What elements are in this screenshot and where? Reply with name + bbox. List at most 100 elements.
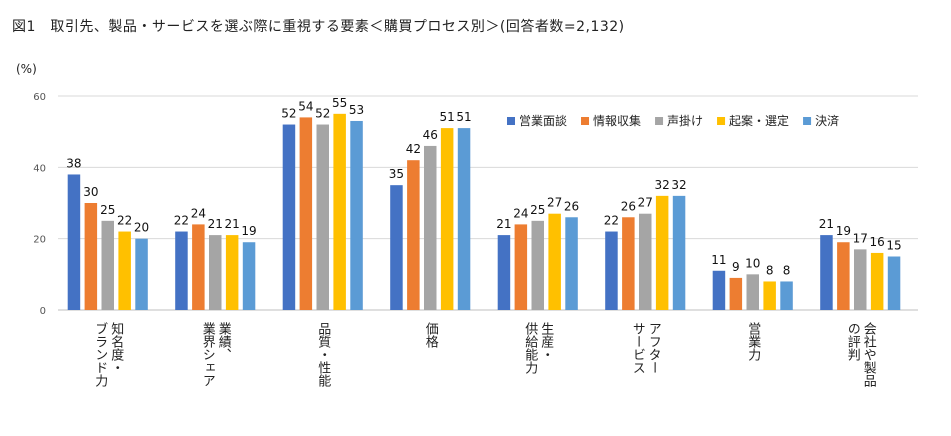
bar <box>118 231 131 310</box>
y-tick-label: 40 <box>33 163 46 174</box>
data-label: 8 <box>783 263 791 277</box>
bar <box>780 281 793 310</box>
data-label: 27 <box>638 196 653 210</box>
bar <box>746 274 759 310</box>
legend-label: 起案・選定 <box>729 113 789 128</box>
bar <box>655 195 669 310</box>
data-label: 19 <box>836 224 851 238</box>
bar <box>101 220 114 310</box>
bar <box>605 231 618 310</box>
bar <box>390 185 403 310</box>
data-label: 21 <box>819 217 834 231</box>
data-label: 17 <box>853 231 868 245</box>
data-label: 24 <box>191 206 206 220</box>
legend-swatch <box>581 117 590 125</box>
data-label: 32 <box>671 178 686 192</box>
bar <box>299 117 313 311</box>
data-label: 15 <box>886 239 901 253</box>
data-label: 32 <box>655 178 670 192</box>
data-label: 46 <box>423 128 438 142</box>
data-label: 22 <box>604 214 619 228</box>
bar <box>135 238 148 310</box>
data-label: 16 <box>870 235 885 249</box>
legend-swatch <box>655 117 664 125</box>
data-label: 20 <box>134 221 149 235</box>
bar <box>242 242 256 310</box>
category-label: 営業力 <box>745 322 761 362</box>
bar <box>565 217 578 310</box>
legend-label: 声掛け <box>667 113 703 128</box>
bar <box>887 256 901 310</box>
data-label: 11 <box>711 253 726 267</box>
data-label: 52 <box>281 107 296 121</box>
y-axis-unit-label: (%) <box>16 62 37 76</box>
bar <box>548 213 561 310</box>
data-label: 42 <box>406 142 421 156</box>
data-label: 21 <box>208 217 223 231</box>
category-label: サービス <box>630 322 645 374</box>
data-label: 30 <box>83 185 98 199</box>
bar <box>639 213 652 310</box>
bar <box>457 128 471 310</box>
legend-swatch <box>717 117 726 125</box>
data-label: 22 <box>174 214 189 228</box>
bar <box>175 231 188 310</box>
bar <box>531 220 544 310</box>
data-label: 27 <box>547 196 562 210</box>
legend-label: 決済 <box>815 113 839 128</box>
bar <box>854 249 867 310</box>
legend-label: 情報収集 <box>593 113 641 128</box>
data-label: 9 <box>732 260 740 274</box>
bar <box>424 145 437 310</box>
y-tick-label: 60 <box>33 92 46 103</box>
y-tick-label: 0 <box>40 306 46 317</box>
bar <box>837 242 850 310</box>
bar <box>316 124 329 311</box>
data-label: 25 <box>530 203 545 217</box>
category-label: ブランド力 <box>92 321 108 388</box>
category-label: 業績、 <box>216 321 232 361</box>
data-label: 35 <box>389 167 404 181</box>
data-label: 53 <box>349 103 364 117</box>
data-label: 21 <box>496 217 511 231</box>
category-label: 業界シェア <box>200 321 216 387</box>
y-tick-label: 20 <box>33 235 46 246</box>
data-label: 54 <box>298 99 313 113</box>
bar <box>350 120 363 310</box>
category-label: の評判 <box>845 322 861 362</box>
data-label: 19 <box>241 224 256 238</box>
bar <box>514 224 528 310</box>
bar <box>84 203 98 310</box>
category-label: 価格 <box>423 322 439 348</box>
bar <box>497 235 511 310</box>
category-label: 知名度・ <box>108 321 124 374</box>
bar <box>729 277 743 310</box>
legend-swatch <box>803 117 812 125</box>
data-label: 25 <box>100 203 115 217</box>
bar <box>820 235 833 310</box>
bar <box>192 224 205 310</box>
bar <box>440 128 454 310</box>
category-label: 品質・性能 <box>315 322 331 387</box>
bar <box>672 195 686 310</box>
data-label: 26 <box>621 199 636 213</box>
bar <box>763 281 776 310</box>
data-label: 26 <box>564 199 579 213</box>
bar <box>407 160 420 310</box>
data-label: 38 <box>66 156 81 170</box>
category-label: 供給能力 <box>522 322 538 375</box>
category-label: アフター <box>646 322 661 374</box>
bar <box>67 174 81 310</box>
bar <box>225 235 239 310</box>
data-label: 51 <box>456 110 471 124</box>
data-label: 21 <box>225 217 240 231</box>
bar <box>282 124 296 311</box>
data-label: 8 <box>766 263 774 277</box>
bar <box>870 252 884 310</box>
data-label: 52 <box>315 107 330 121</box>
category-label: 会社や製品 <box>861 322 877 387</box>
data-label: 55 <box>332 96 347 110</box>
bar <box>712 270 726 310</box>
bar <box>209 235 222 310</box>
